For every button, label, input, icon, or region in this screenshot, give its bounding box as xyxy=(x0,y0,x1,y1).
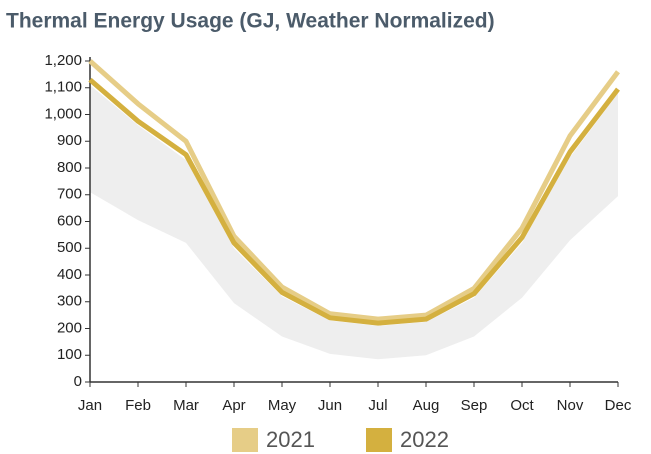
y-tick-label: 1,100 xyxy=(44,79,82,96)
y-tick-label: 300 xyxy=(57,293,82,310)
x-tick-label: Aug xyxy=(413,397,440,414)
x-tick-label: Feb xyxy=(125,397,151,414)
y-tick-label: 0 xyxy=(74,373,82,390)
series-line xyxy=(88,77,620,326)
y-tick-label: 100 xyxy=(57,346,82,363)
legend-swatch xyxy=(232,428,258,452)
y-tick-label: 600 xyxy=(57,212,82,229)
x-tick-label: Nov xyxy=(557,397,584,414)
x-tick-label: Jun xyxy=(318,397,342,414)
y-tick-label: 900 xyxy=(57,132,82,149)
x-tick-label: Sep xyxy=(461,397,488,414)
range-band xyxy=(90,85,618,360)
x-tick-label: Dec xyxy=(605,397,632,414)
legend-label: 2021 xyxy=(266,427,315,452)
x-tick-label: Jul xyxy=(368,397,387,414)
y-tick-label: 400 xyxy=(57,266,82,283)
x-tick-label: May xyxy=(268,397,297,414)
series-line xyxy=(88,59,621,322)
legend-swatch xyxy=(366,428,392,452)
x-tick-label: Mar xyxy=(173,397,199,414)
x-tick-label: Jan xyxy=(78,397,102,414)
y-tick-label: 700 xyxy=(57,186,82,203)
y-tick-label: 800 xyxy=(57,159,82,176)
y-tick-label: 500 xyxy=(57,239,82,256)
legend-label: 2022 xyxy=(400,427,449,452)
x-tick-label: Apr xyxy=(222,397,245,414)
y-tick-label: 200 xyxy=(57,319,82,336)
y-tick-label: 1,200 xyxy=(44,52,82,69)
y-tick-label: 1,000 xyxy=(44,105,82,122)
x-tick-label: Oct xyxy=(510,397,534,414)
chart-title: Thermal Energy Usage (GJ, Weather Normal… xyxy=(6,10,495,33)
